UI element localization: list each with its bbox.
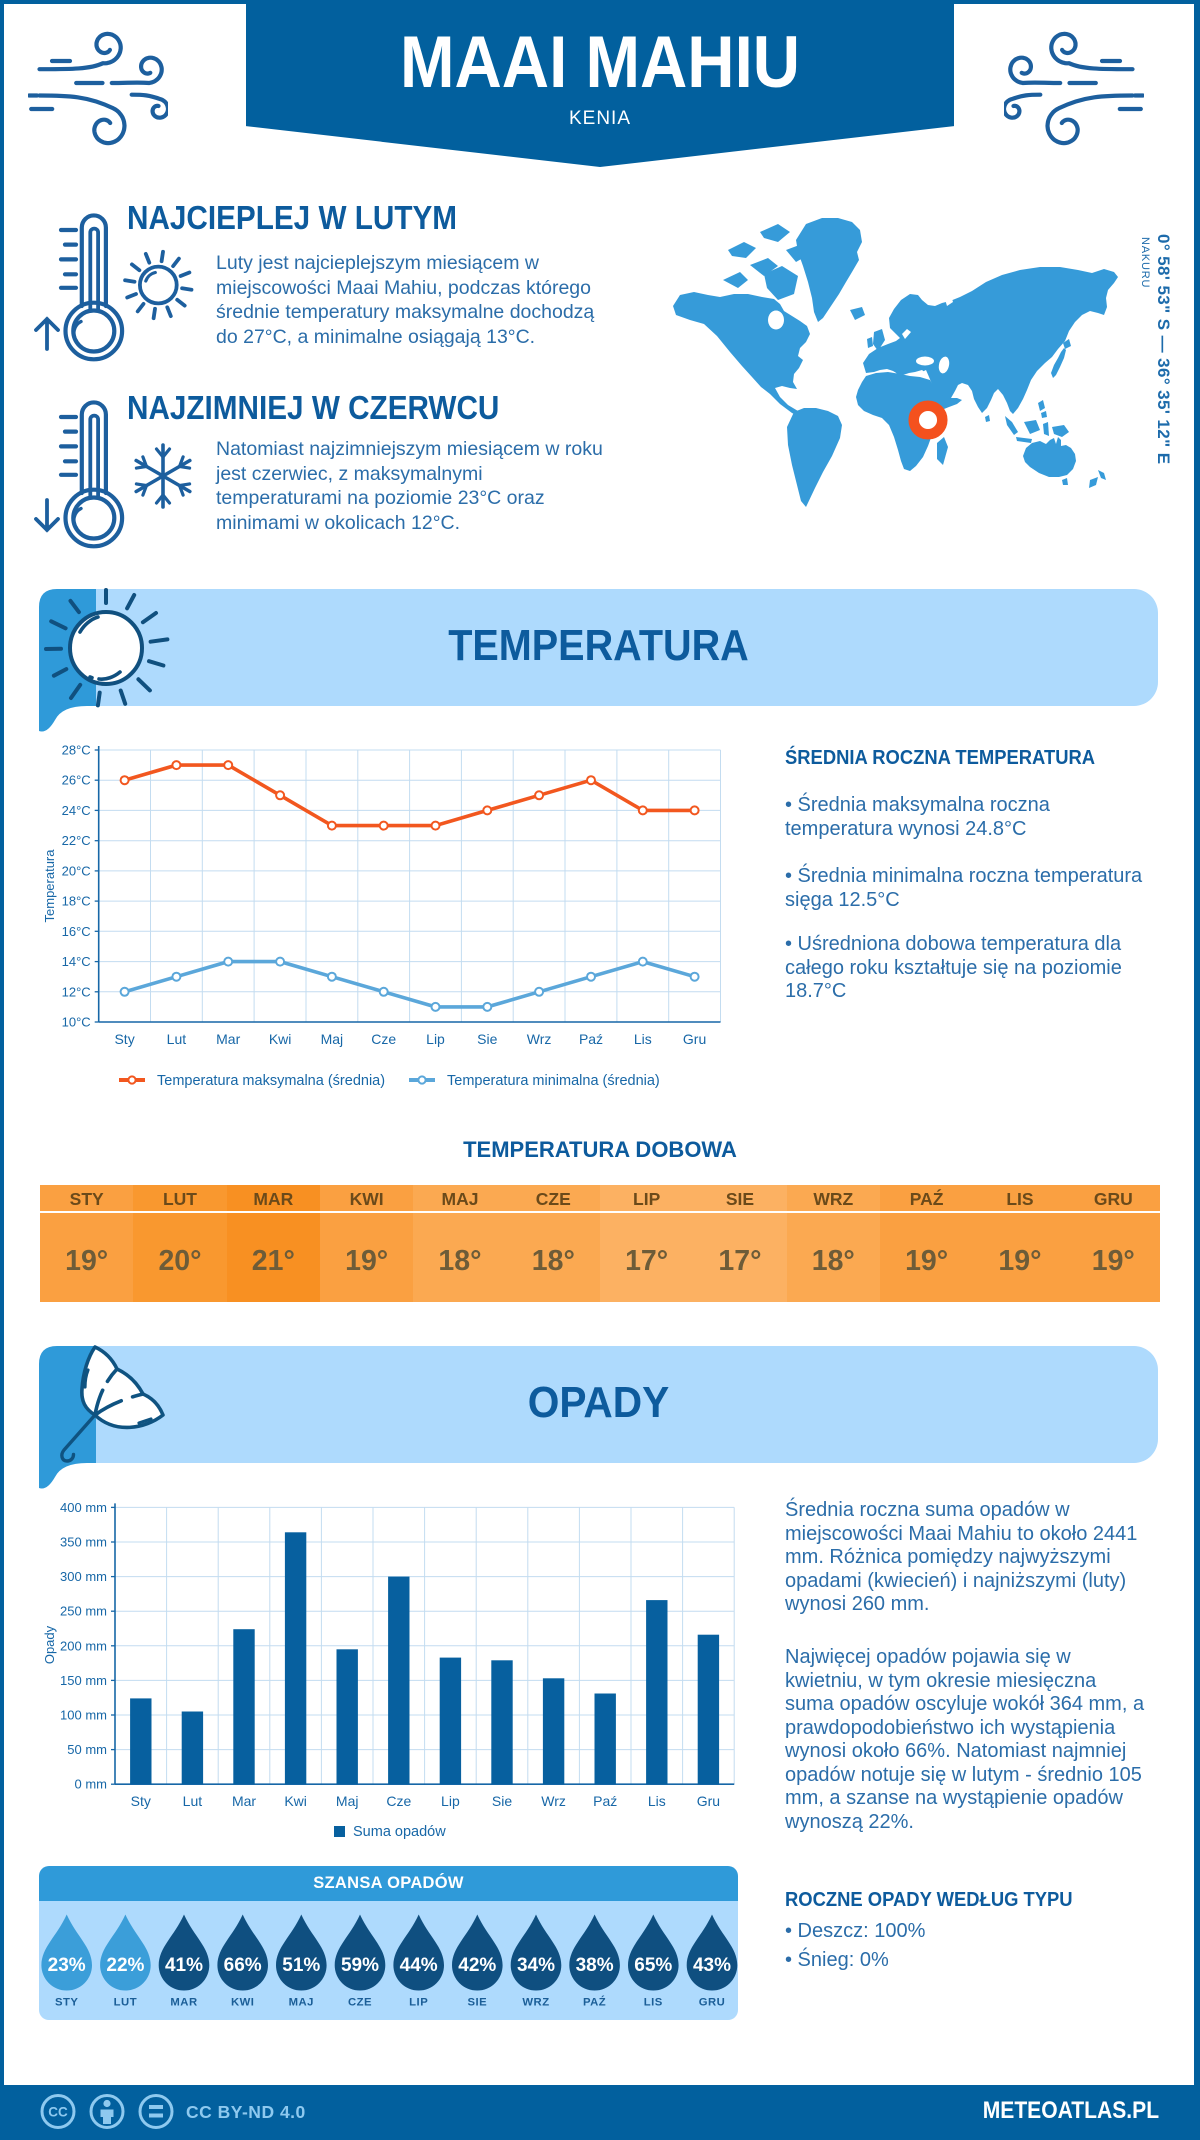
- svg-text:Lip: Lip: [441, 1793, 460, 1809]
- svg-text:MAJ: MAJ: [289, 1997, 314, 2009]
- svg-text:Wrz: Wrz: [527, 1031, 552, 1047]
- svg-text:200 mm: 200 mm: [60, 1638, 107, 1653]
- svg-text:41%: 41%: [165, 1955, 203, 1976]
- svg-text:Temperatura: Temperatura: [42, 849, 57, 923]
- svg-text:23%: 23%: [48, 1955, 86, 1976]
- svg-text:51%: 51%: [282, 1955, 320, 1976]
- svg-text:43%: 43%: [693, 1955, 731, 1976]
- svg-text:Lis: Lis: [648, 1793, 666, 1809]
- svg-text:14°C: 14°C: [62, 954, 91, 969]
- svg-text:MAR: MAR: [170, 1997, 197, 2009]
- svg-text:Maj: Maj: [336, 1793, 359, 1809]
- svg-text:Kwi: Kwi: [269, 1031, 292, 1047]
- svg-text:Wrz: Wrz: [541, 1793, 566, 1809]
- svg-text:20°C: 20°C: [62, 863, 91, 878]
- svg-text:50 mm: 50 mm: [67, 1742, 107, 1757]
- svg-text:Lut: Lut: [167, 1031, 187, 1047]
- svg-text:Sie: Sie: [477, 1031, 497, 1047]
- svg-text:Kwi: Kwi: [284, 1793, 307, 1809]
- svg-text:Temperatura minimalna (średnia: Temperatura minimalna (średnia): [447, 1073, 660, 1089]
- svg-text:Lis: Lis: [634, 1031, 652, 1047]
- svg-text:Sty: Sty: [131, 1793, 151, 1809]
- svg-text:350 mm: 350 mm: [60, 1535, 107, 1550]
- svg-text:Cze: Cze: [386, 1793, 411, 1809]
- svg-text:300 mm: 300 mm: [60, 1569, 107, 1584]
- svg-text:Maj: Maj: [321, 1031, 344, 1047]
- svg-text:WRZ: WRZ: [522, 1997, 549, 2009]
- svg-text:Suma opadów: Suma opadów: [353, 1824, 446, 1840]
- svg-text:GRU: GRU: [699, 1997, 726, 2009]
- svg-text:Mar: Mar: [216, 1031, 240, 1047]
- svg-text:SIE: SIE: [467, 1997, 487, 2009]
- svg-text:34%: 34%: [517, 1955, 555, 1976]
- svg-text:Gru: Gru: [683, 1031, 706, 1047]
- svg-text:LIP: LIP: [409, 1997, 428, 2009]
- svg-text:250 mm: 250 mm: [60, 1604, 107, 1619]
- svg-text:LUT: LUT: [114, 1997, 137, 2009]
- svg-text:22°C: 22°C: [62, 833, 91, 848]
- svg-text:16°C: 16°C: [62, 924, 91, 939]
- svg-text:66%: 66%: [224, 1955, 262, 1976]
- svg-text:Gru: Gru: [697, 1793, 720, 1809]
- svg-text:Paź: Paź: [593, 1793, 617, 1809]
- svg-text:38%: 38%: [576, 1955, 614, 1976]
- svg-text:LIS: LIS: [644, 1997, 663, 2009]
- svg-text:Opady: Opady: [42, 1625, 57, 1664]
- svg-text:Lip: Lip: [426, 1031, 445, 1047]
- svg-text:CC: CC: [48, 2105, 68, 2120]
- svg-text:10°C: 10°C: [62, 1015, 91, 1030]
- svg-text:28°C: 28°C: [62, 743, 91, 758]
- svg-text:44%: 44%: [400, 1955, 438, 1976]
- svg-text:CZE: CZE: [348, 1997, 372, 2009]
- svg-text:0 mm: 0 mm: [75, 1777, 108, 1792]
- svg-text:150 mm: 150 mm: [60, 1673, 107, 1688]
- svg-text:KWI: KWI: [231, 1997, 254, 2009]
- svg-text:100 mm: 100 mm: [60, 1708, 107, 1723]
- svg-text:Sie: Sie: [492, 1793, 512, 1809]
- svg-text:400 mm: 400 mm: [60, 1500, 107, 1515]
- svg-text:24°C: 24°C: [62, 803, 91, 818]
- svg-text:Temperatura maksymalna (średni: Temperatura maksymalna (średnia): [157, 1073, 385, 1089]
- svg-text:65%: 65%: [634, 1955, 672, 1976]
- svg-text:Sty: Sty: [114, 1031, 134, 1047]
- svg-text:42%: 42%: [458, 1955, 496, 1976]
- svg-text:STY: STY: [55, 1997, 78, 2009]
- svg-text:PAŹ: PAŹ: [583, 1996, 606, 2009]
- svg-text:Lut: Lut: [183, 1793, 203, 1809]
- svg-text:22%: 22%: [106, 1955, 144, 1976]
- svg-text:Cze: Cze: [371, 1031, 396, 1047]
- svg-text:26°C: 26°C: [62, 773, 91, 788]
- svg-text:Paź: Paź: [579, 1031, 603, 1047]
- svg-text:18°C: 18°C: [62, 894, 91, 909]
- svg-text:59%: 59%: [341, 1955, 379, 1976]
- svg-text:Mar: Mar: [232, 1793, 256, 1809]
- svg-text:12°C: 12°C: [62, 984, 91, 999]
